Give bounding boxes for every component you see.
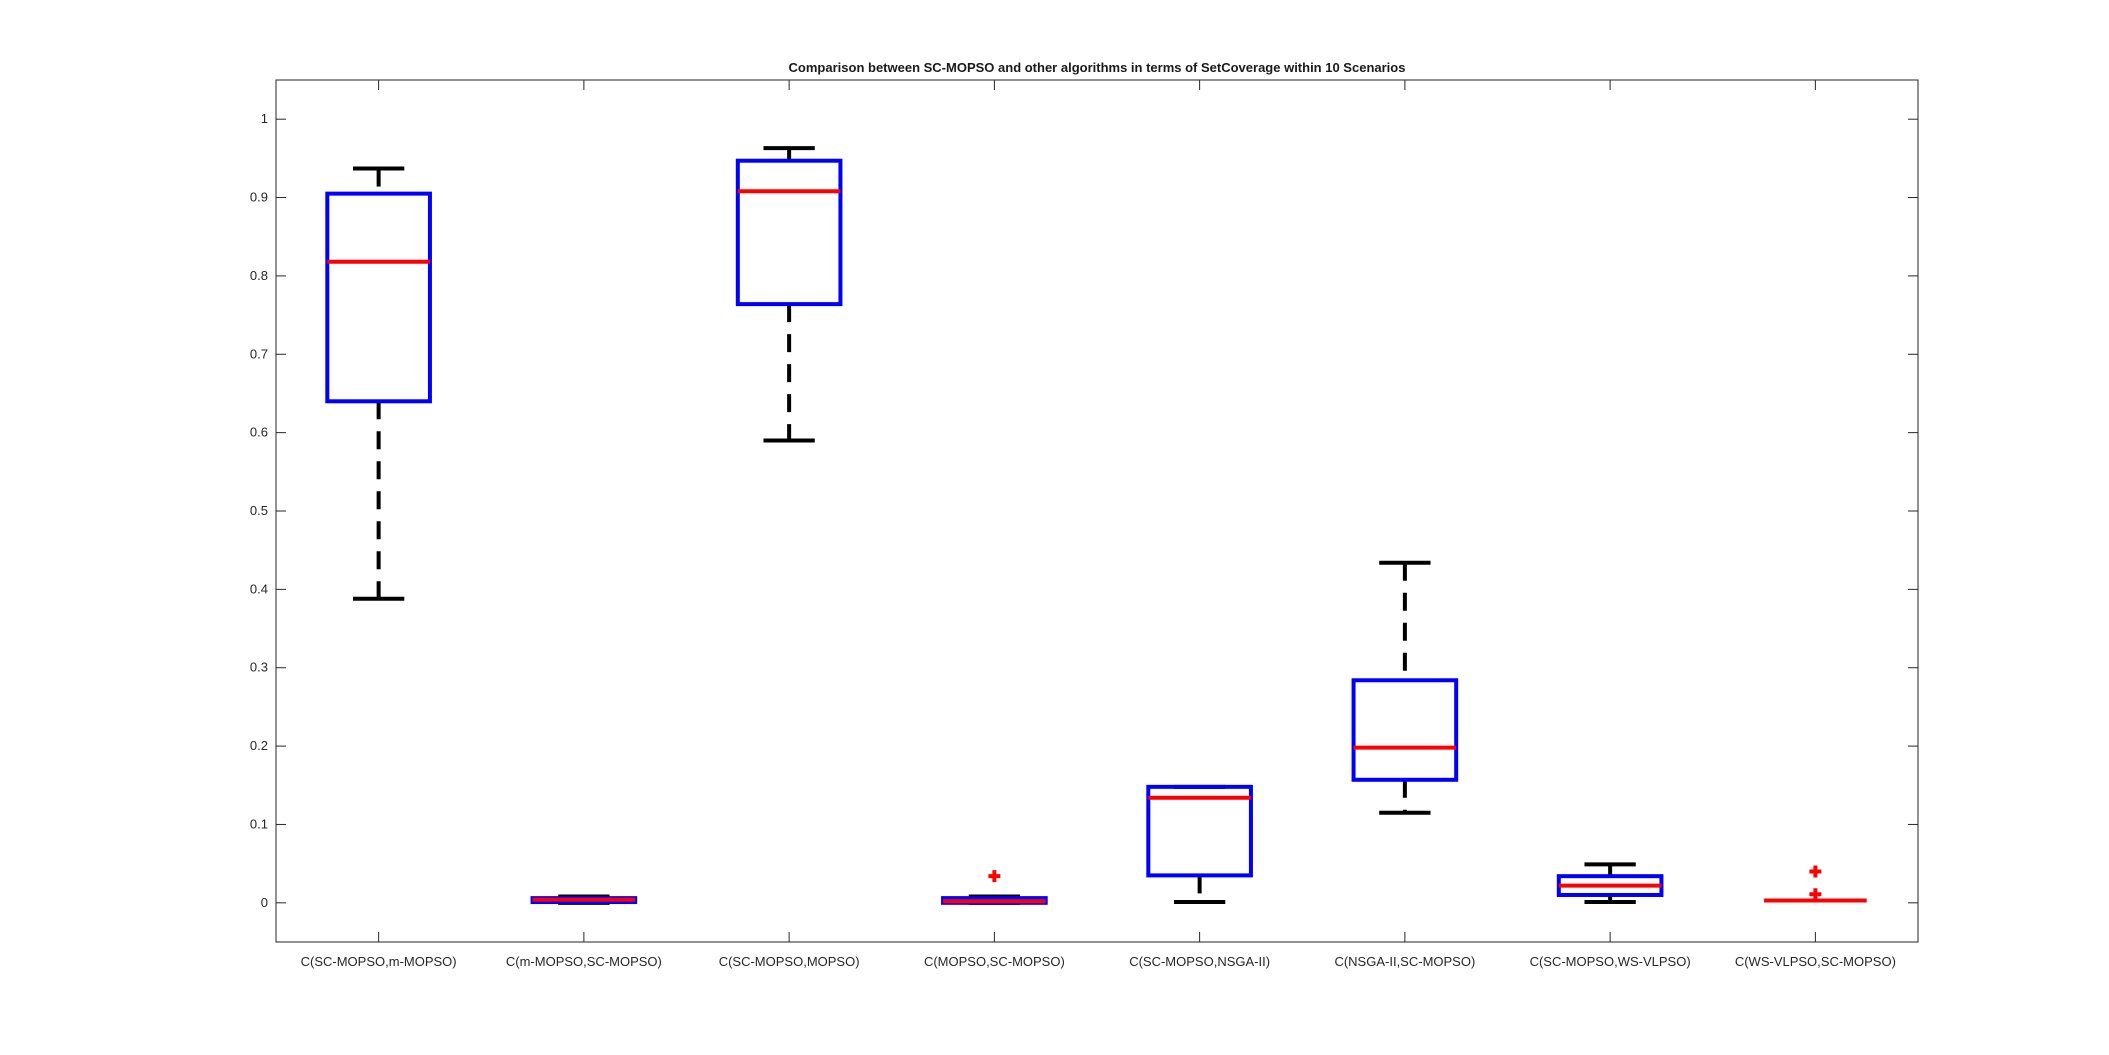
y-tick-label: 0.5 — [250, 503, 268, 518]
y-tick-label: 0.7 — [250, 346, 268, 361]
y-tick-label: 0.1 — [250, 816, 268, 831]
plot-area — [275, 79, 1919, 943]
y-axis: 0 0.1 0.2 0.3 0.4 0.5 0.6 0.7 0.8 0.9 1 — [250, 111, 1918, 910]
x-tick-label: C(SC-MOPSO,WS-VLPSO) — [1530, 954, 1691, 969]
box-group — [1764, 865, 1867, 903]
box-group — [1146, 784, 1253, 905]
x-tick-label: C(SC-MOPSO,NSGA-II) — [1129, 954, 1270, 969]
outlier-marker — [988, 870, 1001, 883]
x-tick-label: C(WS-VLPSO,SC-MOPSO) — [1735, 954, 1896, 969]
box-group — [1351, 560, 1459, 815]
box-group — [325, 166, 432, 601]
y-tick-label: 0 — [261, 895, 268, 910]
box-group — [941, 870, 1048, 905]
x-tick-label: C(NSGA-II,SC-MOPSO) — [1334, 954, 1475, 969]
x-axis: C(SC-MOPSO,m-MOPSO) C(m-MOPSO,SC-MOPSO) C(… — [301, 80, 1896, 969]
outlier-marker — [1809, 865, 1822, 878]
box-group — [735, 146, 843, 443]
y-tick-label: 0.4 — [250, 581, 268, 596]
chart-title: Comparison between SC-MOPSO and other al… — [789, 60, 1406, 75]
x-tick-label: C(SC-MOPSO,MOPSO) — [719, 954, 860, 969]
box-group — [1556, 862, 1664, 905]
y-tick-label: 0.2 — [250, 738, 268, 753]
box-iqr — [735, 158, 843, 307]
y-tick-label: 0.9 — [250, 190, 268, 205]
y-tick-label: 0.8 — [250, 268, 268, 283]
box-group — [530, 894, 638, 905]
x-tick-label: C(SC-MOPSO,m-MOPSO) — [301, 954, 457, 969]
y-tick-label: 0.3 — [250, 660, 268, 675]
box-iqr — [1146, 784, 1253, 878]
box-iqr — [1351, 678, 1459, 782]
box-iqr — [325, 191, 432, 404]
x-tick-label: C(m-MOPSO,SC-MOPSO) — [506, 954, 662, 969]
x-tick-label: C(MOPSO,SC-MOPSO) — [924, 954, 1065, 969]
y-tick-label: 0.6 — [250, 425, 268, 440]
outlier-marker — [1809, 888, 1822, 901]
boxes — [325, 146, 1867, 905]
y-tick-label: 1 — [261, 111, 268, 126]
